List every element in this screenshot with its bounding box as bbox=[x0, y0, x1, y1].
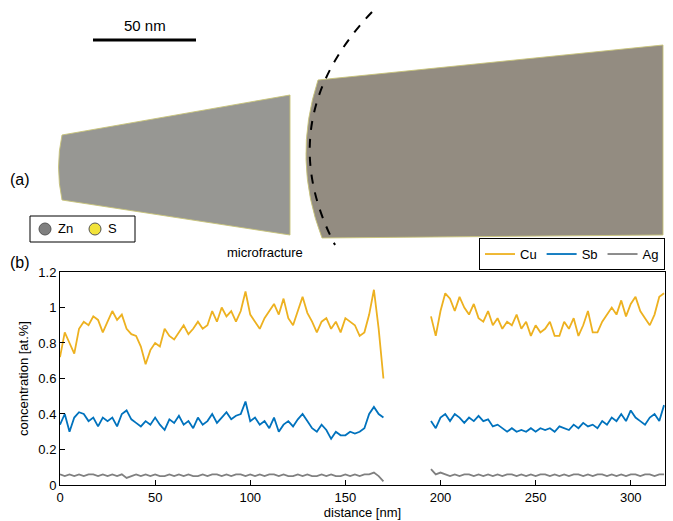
svg-text:200: 200 bbox=[430, 490, 452, 505]
svg-text:(b): (b) bbox=[10, 254, 30, 271]
svg-text:microfracture: microfracture bbox=[227, 245, 303, 260]
svg-text:concentration [at.%]: concentration [at.%] bbox=[16, 321, 31, 436]
svg-text:S: S bbox=[108, 221, 117, 236]
svg-text:0.4: 0.4 bbox=[38, 407, 56, 422]
svg-text:150: 150 bbox=[335, 490, 357, 505]
svg-text:1: 1 bbox=[49, 300, 56, 315]
svg-text:50: 50 bbox=[148, 490, 162, 505]
svg-text:Cu: Cu bbox=[520, 247, 537, 262]
svg-text:(a): (a) bbox=[10, 171, 30, 188]
svg-text:1.2: 1.2 bbox=[38, 265, 56, 280]
svg-text:0: 0 bbox=[49, 478, 56, 493]
svg-text:Ag: Ag bbox=[643, 247, 659, 262]
svg-text:50 nm: 50 nm bbox=[124, 17, 166, 34]
svg-text:300: 300 bbox=[620, 490, 642, 505]
svg-text:distance [nm]: distance [nm] bbox=[324, 505, 401, 520]
svg-text:250: 250 bbox=[525, 490, 547, 505]
svg-text:100: 100 bbox=[239, 490, 261, 505]
svg-text:0.2: 0.2 bbox=[38, 442, 56, 457]
svg-text:Sb: Sb bbox=[582, 247, 598, 262]
svg-text:0: 0 bbox=[56, 490, 63, 505]
svg-text:0.6: 0.6 bbox=[38, 371, 56, 386]
svg-text:Zn: Zn bbox=[58, 221, 73, 236]
svg-text:0.8: 0.8 bbox=[38, 336, 56, 351]
